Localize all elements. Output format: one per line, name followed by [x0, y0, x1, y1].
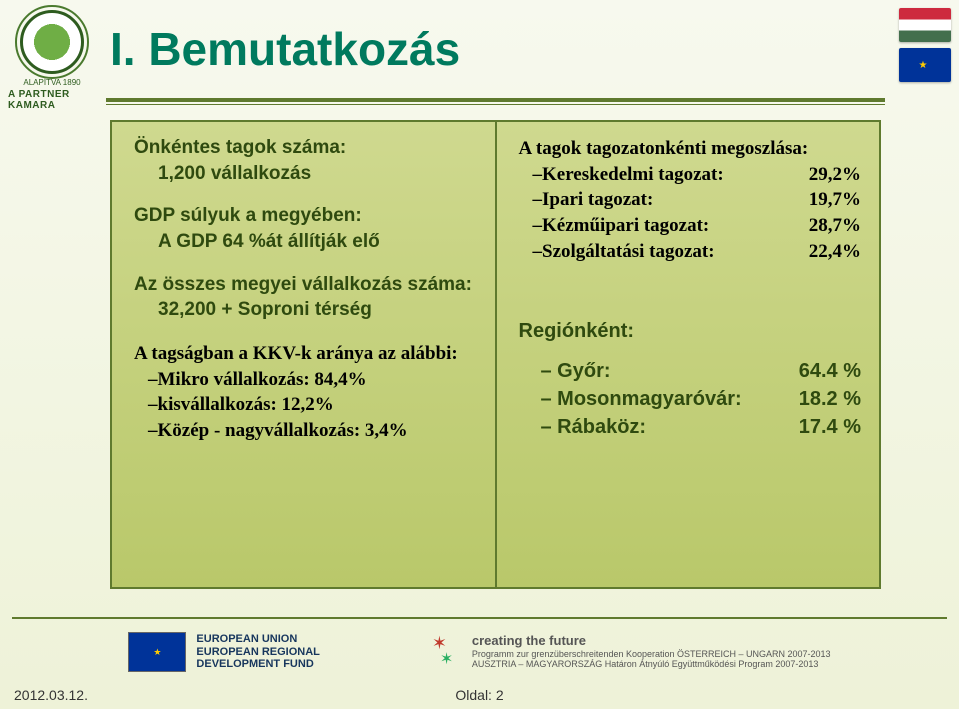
kkv-row: –Közép - nagyvállalkozás: 3,4% — [134, 418, 477, 444]
eu-line: EUROPEAN REGIONAL — [196, 646, 319, 659]
voluntary-block: Önkéntes tagok száma: 1,200 vállalkozás — [134, 136, 477, 186]
org-logo-founded: ALAPÍTVA 1890 — [23, 78, 80, 87]
tag-head: A tagok tagozatonkénti megoszlása: — [519, 136, 862, 162]
region-value: 18.2 % — [799, 385, 861, 413]
tag-label: –Szolgáltatási tagozat: — [533, 239, 715, 265]
tag-label: –Kereskedelmi tagozat: — [533, 162, 724, 188]
region-label: – Rábaköz: — [541, 413, 647, 441]
org-logo-emblem — [20, 10, 84, 74]
tag-row: –Szolgáltatási tagozat: 22,4% — [519, 239, 862, 265]
flag-hungary-icon — [899, 8, 951, 42]
region-label: – Győr: — [541, 357, 611, 385]
org-logo: ALAPÍTVA 1890 A PARTNER KAMARA — [8, 10, 96, 140]
tag-label: –Ipari tagozat: — [533, 187, 654, 213]
eu-line: DEVELOPMENT FUND — [196, 658, 319, 671]
region-label: – Mosonmagyaróvár: — [541, 385, 742, 413]
region-row: – Mosonmagyaróvár: 18.2 % — [519, 385, 862, 413]
tag-value: 19,7% — [809, 187, 861, 213]
total-block: Az összes megyei vállalkozás száma: 32,2… — [134, 273, 477, 323]
eu-fund-badge: EUROPEAN UNION EUROPEAN REGIONAL DEVELOP… — [128, 632, 319, 672]
creating-future-icon — [430, 635, 464, 669]
total-head: Az összes megyei vállalkozás száma: — [134, 273, 477, 298]
gdp-head: GDP súlyuk a megyében: — [134, 204, 477, 229]
kkv-block: A tagságban a KKV-k aránya az alábbi: –M… — [134, 341, 477, 444]
ctf-line: AUSZTRIA – MAGYARORSZÁG Határon Átnyúló … — [472, 659, 831, 669]
eu-flag-icon — [128, 632, 186, 672]
footer-logos: EUROPEAN UNION EUROPEAN REGIONAL DEVELOP… — [0, 623, 959, 681]
kkv-head: A tagságban a KKV-k aránya az alábbi: — [134, 341, 477, 367]
divider-top-thin — [106, 104, 885, 105]
tag-row: –Kereskedelmi tagozat: 29,2% — [519, 162, 862, 188]
divider-top — [106, 98, 885, 102]
gdp-block: GDP súlyuk a megyében: A GDP 64 %át állí… — [134, 204, 477, 254]
org-logo-partner: A PARTNER KAMARA — [8, 89, 96, 111]
left-column: Önkéntes tagok száma: 1,200 vállalkozás … — [112, 122, 495, 587]
region-row: – Győr: 64.4 % — [519, 357, 862, 385]
eu-line: EUROPEAN UNION — [196, 633, 319, 646]
gdp-value: A GDP 64 %át állítják elő — [134, 229, 477, 255]
divider-bottom — [12, 617, 947, 619]
creating-future-text: creating the future Programm zur grenzüb… — [472, 634, 831, 670]
flag-eu-icon — [899, 48, 951, 82]
region-head: Regiónként: — [519, 320, 862, 343]
corner-flags — [895, 8, 951, 82]
kkv-row: –Mikro vállalkozás: 84,4% — [134, 367, 477, 393]
footer-date: 2012.03.12. — [14, 687, 88, 703]
ctf-title: creating the future — [472, 634, 831, 649]
tag-row: –Kézműipari tagozat: 28,7% — [519, 213, 862, 239]
tag-value: 22,4% — [809, 239, 861, 265]
region-row: – Rábaköz: 17.4 % — [519, 413, 862, 441]
ctf-line: Programm zur grenzüberschreitenden Koope… — [472, 649, 831, 659]
slide: ALAPÍTVA 1890 A PARTNER KAMARA I. Bemuta… — [0, 0, 959, 709]
tag-value: 28,7% — [809, 213, 861, 239]
region-value: 64.4 % — [799, 357, 861, 385]
kkv-row: –kisvállalkozás: 12,2% — [134, 392, 477, 418]
voluntary-value: 1,200 vállalkozás — [134, 161, 477, 187]
total-value: 32,200 + Soproni térség — [134, 297, 477, 323]
tag-value: 29,2% — [809, 162, 861, 188]
slide-title: I. Bemutatkozás — [110, 22, 460, 76]
tag-label: –Kézműipari tagozat: — [533, 213, 710, 239]
content-panel: Önkéntes tagok száma: 1,200 vállalkozás … — [110, 120, 881, 589]
eu-fund-text: EUROPEAN UNION EUROPEAN REGIONAL DEVELOP… — [196, 633, 319, 671]
creating-future-badge: creating the future Programm zur grenzüb… — [430, 634, 831, 670]
right-column: A tagok tagozatonkénti megoszlása: –Kere… — [495, 122, 880, 587]
tag-row: –Ipari tagozat: 19,7% — [519, 187, 862, 213]
region-rows: – Győr: 64.4 % – Mosonmagyaróvár: 18.2 %… — [519, 357, 862, 441]
footer-page: Oldal: 2 — [455, 687, 503, 703]
voluntary-head: Önkéntes tagok száma: — [134, 136, 477, 161]
region-value: 17.4 % — [799, 413, 861, 441]
